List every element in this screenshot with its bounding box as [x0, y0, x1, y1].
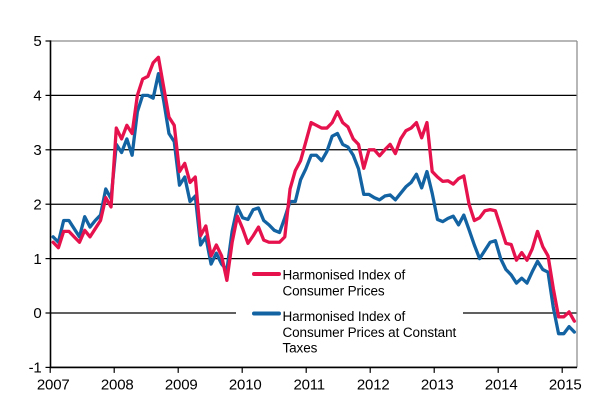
y-tick-label--1: -1	[29, 360, 42, 377]
x-tick-label-2015: 2015	[549, 377, 582, 394]
x-tick-label-2011: 2011	[293, 377, 324, 394]
y-tick-label-3: 3	[33, 142, 41, 159]
legend-label-1-line-1: Consumer Prices at Constant	[283, 325, 457, 340]
x-tick-label-2014: 2014	[485, 377, 518, 394]
x-tick-label-2010: 2010	[229, 377, 262, 394]
x-tick-label-2007: 2007	[37, 377, 70, 394]
x-tick-label-2012: 2012	[357, 377, 390, 394]
series-line-1	[51, 71, 577, 336]
series-line-0	[51, 55, 577, 323]
y-tick-label-0: 0	[33, 305, 41, 322]
x-tick-label-2009: 2009	[165, 377, 198, 394]
x-tick-label-2013: 2013	[421, 377, 454, 394]
y-tick-label-2: 2	[33, 196, 41, 213]
x-tick-label-2008: 2008	[101, 377, 134, 394]
y-tick-label-1: 1	[33, 251, 41, 268]
legend-bg-1	[236, 263, 434, 298]
y-tick-label-5: 5	[33, 33, 41, 50]
y-tick-label-4: 4	[33, 88, 41, 105]
legend-label-1-line-0: Harmonised Index of	[283, 309, 406, 324]
legend-bg-2	[236, 301, 463, 360]
legend-label-0-line-0: Harmonised Index of	[283, 268, 406, 283]
legend-label-0-line-1: Consumer Prices	[283, 283, 385, 298]
legend-label-1-line-2: Taxes	[283, 341, 318, 356]
